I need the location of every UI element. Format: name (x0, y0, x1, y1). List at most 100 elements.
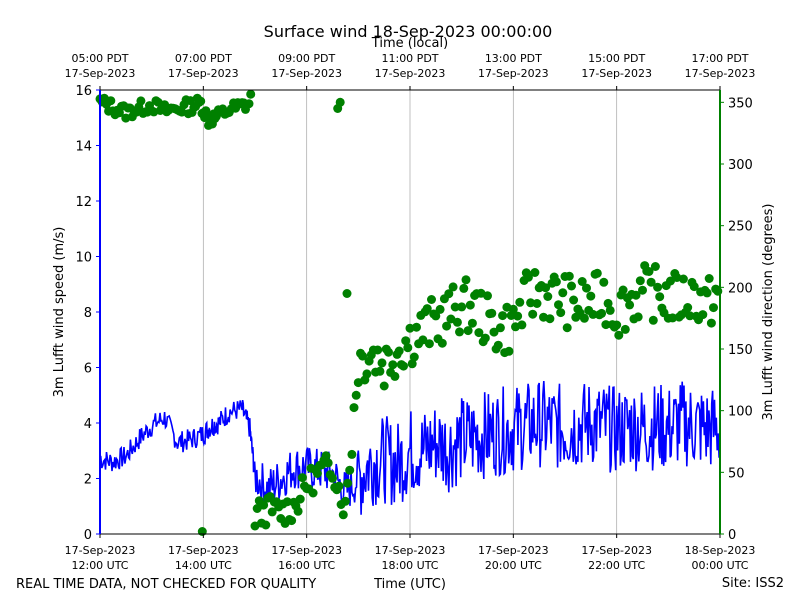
direction-point (498, 311, 508, 321)
direction-point (508, 304, 518, 314)
direction-point (312, 469, 322, 478)
top-tick-label-date: 17-Sep-2023 (271, 67, 342, 80)
direction-point (582, 283, 591, 293)
direction-point (698, 310, 708, 320)
y-left-tick-label: 14 (75, 140, 92, 155)
top-tick-label-time: 17:00 PDT (691, 52, 748, 65)
y-left-tick-label: 6 (84, 362, 92, 377)
top-tick-label-time: 07:00 PDT (175, 52, 232, 65)
direction-point (321, 451, 331, 461)
direction-point (384, 347, 393, 357)
direction-point (465, 300, 475, 310)
direction-point (489, 327, 499, 337)
x-tick-label-date: 18-Sep-2023 (685, 544, 756, 557)
x-tick-label-date: 17-Sep-2023 (271, 544, 342, 557)
tick-labels: 17-Sep-2023 12:00 UTC 05:00 PDT 17-Sep-2023… (65, 52, 756, 572)
direction-point (347, 449, 357, 459)
y-left-tick-label: 2 (84, 473, 92, 488)
y-right-tick-label: 250 (728, 220, 753, 235)
direction-point (427, 295, 436, 304)
direction-point (412, 322, 421, 332)
direction-point (614, 330, 624, 340)
direction-point (567, 281, 576, 291)
direction-point (351, 390, 361, 400)
direction-point (513, 311, 523, 321)
x-axis-label: Time (UTC) (373, 577, 446, 592)
y-left-tick-label: 0 (84, 528, 92, 543)
direction-point (345, 465, 355, 475)
top-tick-label-date: 17-Sep-2023 (478, 67, 549, 80)
direction-point (403, 343, 413, 353)
top-tick-label-time: 13:00 PDT (485, 52, 542, 65)
direction-point (474, 328, 484, 338)
direction-point (293, 506, 303, 516)
direction-point (648, 315, 658, 325)
direction-point (377, 358, 387, 368)
direction-point (442, 321, 452, 331)
direction-point (343, 478, 353, 488)
direction-point (551, 277, 561, 287)
direction-point (287, 516, 297, 526)
direction-point (308, 488, 318, 498)
direction-point (362, 369, 372, 379)
y-right-tick-label: 350 (728, 96, 753, 111)
direction-point (483, 291, 492, 301)
direction-point (545, 314, 555, 324)
y-right-label: 3m Lufft wind direction (degrees) (761, 204, 776, 421)
direction-point (259, 500, 269, 510)
x-tick-label-date: 17-Sep-2023 (168, 544, 239, 557)
direction-point (592, 268, 602, 278)
y-right-tick-label: 100 (728, 405, 753, 420)
direction-point (625, 300, 635, 310)
direction-point (588, 309, 598, 319)
y-left-tick-label: 16 (75, 84, 92, 99)
direction-point (683, 303, 693, 312)
direction-point (375, 366, 385, 376)
direction-point (422, 304, 432, 314)
direction-point (463, 326, 473, 336)
top-tick-label-date: 17-Sep-2023 (65, 67, 136, 80)
direction-point (612, 320, 622, 330)
direction-point (709, 303, 718, 313)
direction-point (633, 312, 643, 322)
direction-point (334, 481, 344, 491)
direction-point (562, 323, 572, 333)
speed-series (99, 380, 721, 515)
direction-point (338, 510, 348, 520)
direction-point (399, 361, 408, 371)
x-tick-label-time: 20:00 UTC (485, 559, 542, 572)
x-tick-label-time: 00:00 UTC (691, 559, 748, 572)
direction-point (517, 320, 527, 330)
direction-point (349, 403, 359, 413)
direction-point (638, 285, 647, 295)
y-left-tick-label: 12 (75, 195, 92, 210)
top-tick-label-time: 09:00 PDT (278, 52, 335, 65)
direction-point (601, 320, 611, 330)
direction-point (261, 520, 271, 530)
direction-point (653, 282, 663, 292)
top-axis-label: Time (local) (371, 36, 448, 51)
direction-point (577, 277, 587, 286)
direction-point (564, 271, 574, 281)
direction-point (340, 496, 350, 506)
direction-point (455, 327, 464, 337)
direction-point (631, 290, 641, 300)
site-label: Site: ISS2 (722, 576, 784, 591)
direction-point (554, 300, 563, 310)
direction-point (689, 282, 699, 292)
direction-point (196, 96, 206, 106)
direction-point (136, 96, 146, 106)
direction-point (599, 277, 609, 287)
direction-point (620, 324, 630, 334)
direction-point (424, 339, 434, 349)
direction-point (618, 285, 628, 295)
direction-point (390, 371, 400, 381)
direction-point (579, 313, 589, 323)
y-left-tick-label: 10 (75, 251, 92, 266)
direction-point (644, 267, 654, 276)
direction-point (418, 335, 428, 345)
chart-title: Surface wind 18-Sep-2023 00:00:00 (264, 22, 553, 41)
direction-point (586, 291, 596, 301)
direction-point (244, 99, 254, 109)
y-right-tick-label: 300 (728, 158, 753, 173)
